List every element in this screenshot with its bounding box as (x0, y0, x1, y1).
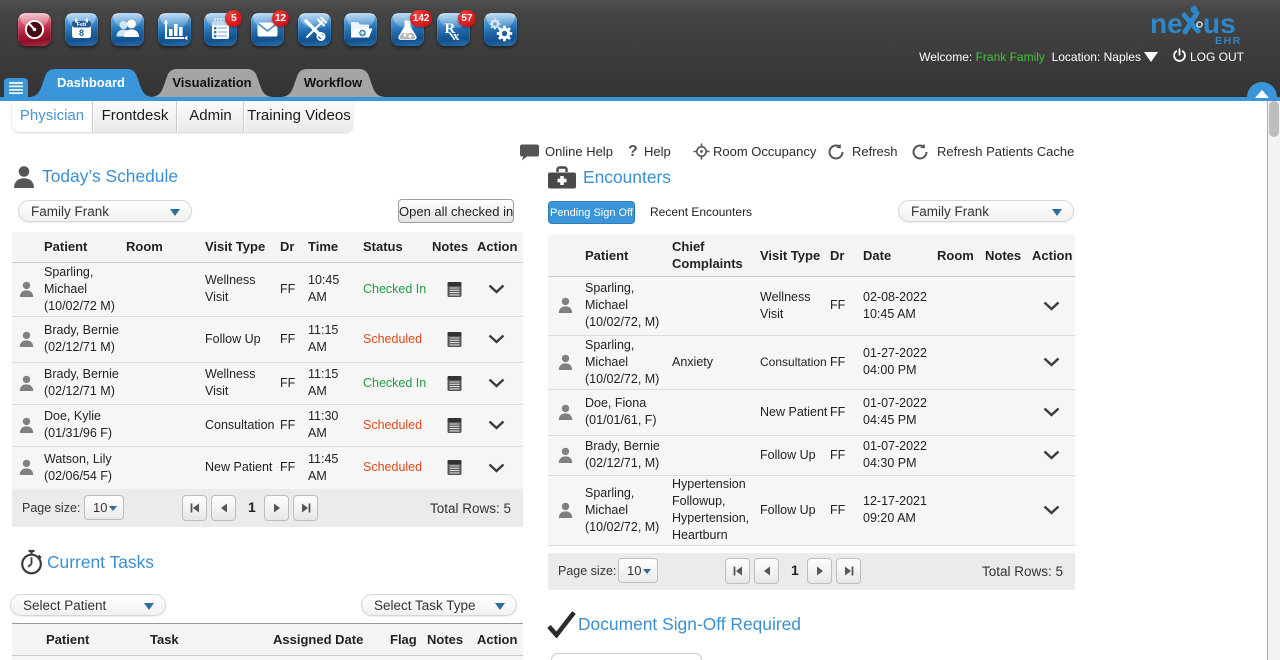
svg-text:EHR: EHR (1215, 35, 1242, 45)
svg-text:8: 8 (79, 28, 84, 38)
svg-text:Feb: Feb (76, 22, 86, 28)
svg-text:x: x (453, 28, 460, 43)
svg-text:R: R (445, 21, 456, 37)
svg-text:us: us (1203, 8, 1236, 39)
svg-text:ne: ne (1150, 8, 1183, 39)
